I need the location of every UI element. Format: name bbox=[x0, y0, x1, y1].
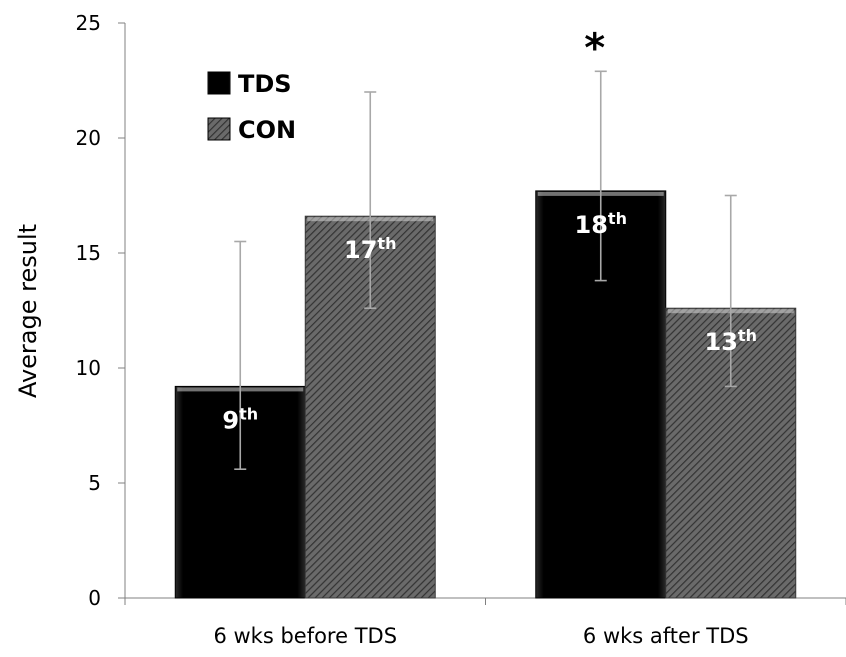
data-label: 13th bbox=[705, 326, 757, 356]
data-label: 18th bbox=[575, 209, 627, 239]
y-tick-label: 0 bbox=[88, 586, 101, 610]
y-tick-label: 20 bbox=[76, 126, 101, 150]
data-label: 9th bbox=[222, 404, 258, 434]
legend-label-con: CON bbox=[238, 116, 296, 144]
y-tick-label: 25 bbox=[76, 11, 101, 35]
y-tick-label: 10 bbox=[76, 356, 101, 380]
x-tick-label: 6 wks before TDS bbox=[213, 624, 397, 648]
legend-label-tds: TDS bbox=[238, 70, 292, 98]
bars bbox=[174, 190, 797, 599]
y-tick-label: 5 bbox=[88, 471, 101, 495]
legend-swatch-con bbox=[207, 117, 231, 141]
data-label: 17th bbox=[344, 234, 396, 264]
data-labels: 9th 18th 17th 13th * bbox=[222, 25, 757, 434]
x-tick-label: 6 wks after TDS bbox=[583, 624, 749, 648]
axes: 0 5 10 15 20 25 6 wks before TDS 6 wks after TD… bbox=[76, 11, 846, 648]
significance-star: * bbox=[584, 25, 605, 71]
error-bars bbox=[234, 70, 737, 471]
legend: TDS CON bbox=[207, 70, 296, 144]
y-tick-label: 15 bbox=[76, 241, 101, 265]
legend-swatch-tds bbox=[207, 71, 231, 95]
y-axis-label: Average result bbox=[14, 224, 42, 398]
